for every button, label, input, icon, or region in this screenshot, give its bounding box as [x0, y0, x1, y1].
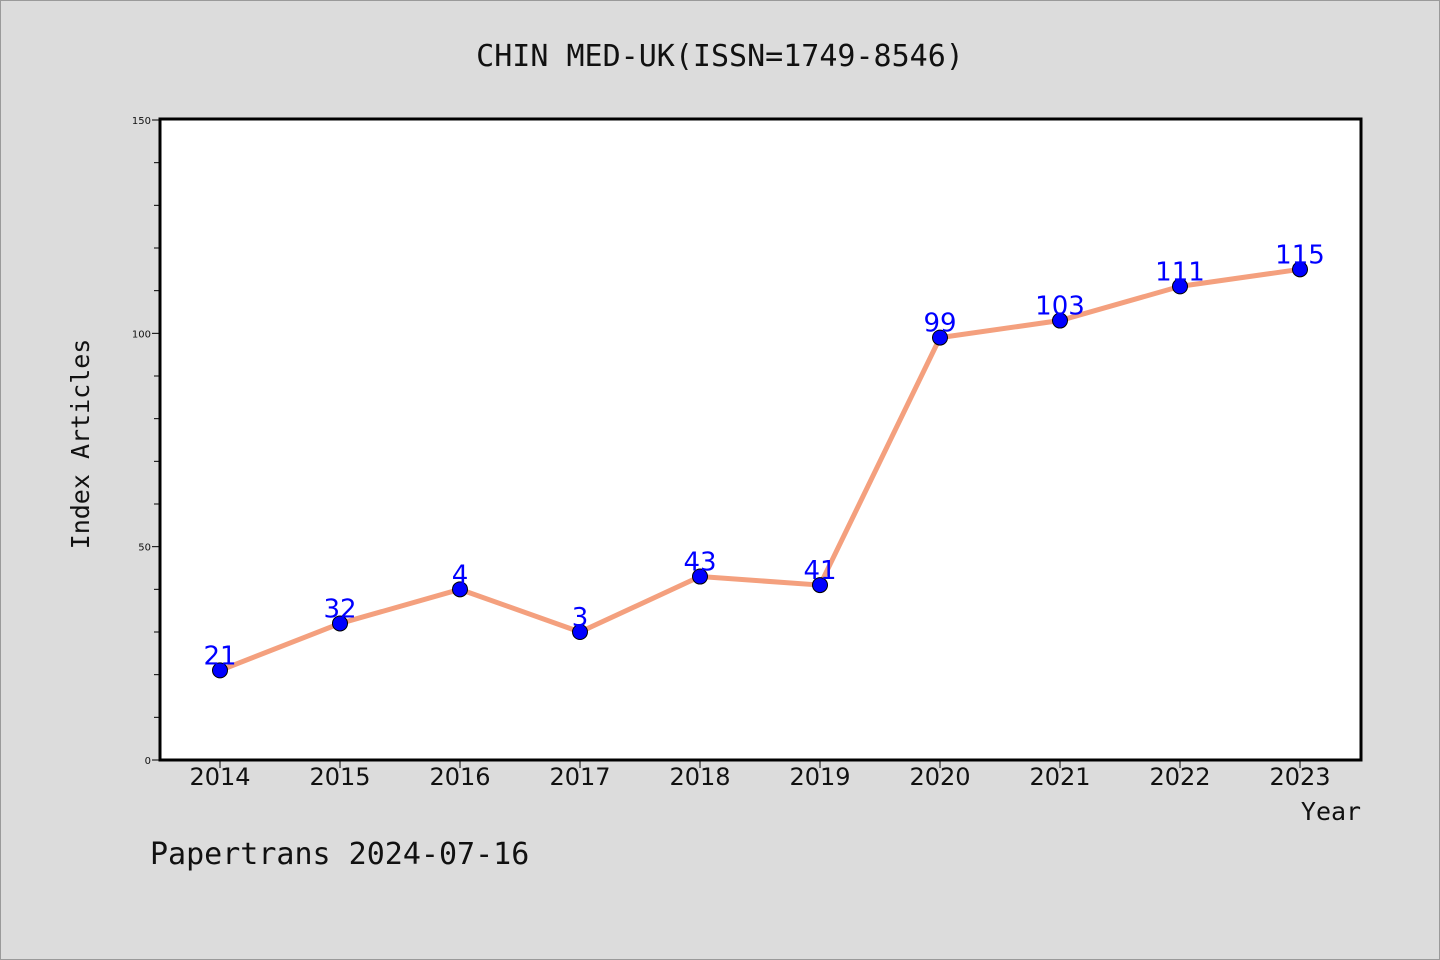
x-tick-label: 2017: [549, 763, 610, 791]
x-axis-ticks: 2014 2015 2016 2017 2018 2019 2020 2021 2022 2023: [189, 760, 1331, 791]
x-tick-label: 2021: [1029, 763, 1090, 791]
x-tick-label: 2018: [669, 763, 730, 791]
data-label: 111: [1155, 257, 1205, 287]
y-axis-title: Index Articles: [66, 339, 95, 550]
x-tick-label: 2015: [309, 763, 370, 791]
data-point: [812, 577, 828, 594]
data-point: [1172, 278, 1188, 295]
data-label: 115: [1275, 240, 1325, 270]
data-point: [1052, 312, 1068, 329]
series-line: [217, 266, 1303, 673]
x-tick-label: 2014: [189, 763, 250, 791]
x-tick-label: 2022: [1149, 763, 1210, 791]
data-label: 32: [323, 594, 356, 624]
y-tick-label: 50: [138, 543, 151, 554]
data-point: [332, 615, 348, 632]
plot-area: [158, 117, 1363, 762]
x-tick-label: 2019: [789, 763, 850, 791]
x-tick-label: 2023: [1269, 763, 1330, 791]
data-point: [692, 568, 708, 585]
data-label: 41: [803, 556, 836, 586]
x-tick-label: 2016: [429, 763, 490, 791]
y-tick-label: 0: [145, 756, 151, 767]
data-label: 99: [923, 309, 956, 339]
y-tick-label: 150: [132, 116, 151, 127]
data-label: 21: [203, 641, 236, 671]
series-layer: [212, 261, 1308, 679]
data-point: [212, 662, 228, 679]
chart-title: CHIN MED-UK(ISSN=1749-8546): [476, 39, 964, 74]
y-tick-label: 100: [132, 329, 151, 340]
data-point: [1292, 261, 1308, 278]
footer-credit: Papertrans 2024-07-16: [150, 837, 529, 872]
data-point: [452, 581, 468, 598]
data-point: [572, 624, 588, 640]
x-tick-label: 2020: [909, 763, 970, 791]
x-axis-title: Year: [1301, 797, 1361, 826]
data-point: [932, 329, 948, 346]
data-label: 3: [572, 603, 589, 633]
data-label: 4: [452, 560, 469, 590]
y-axis-ticks: 0 50 100 150: [132, 116, 160, 767]
data-label: 103: [1035, 292, 1085, 322]
data-label: 43: [683, 548, 716, 578]
